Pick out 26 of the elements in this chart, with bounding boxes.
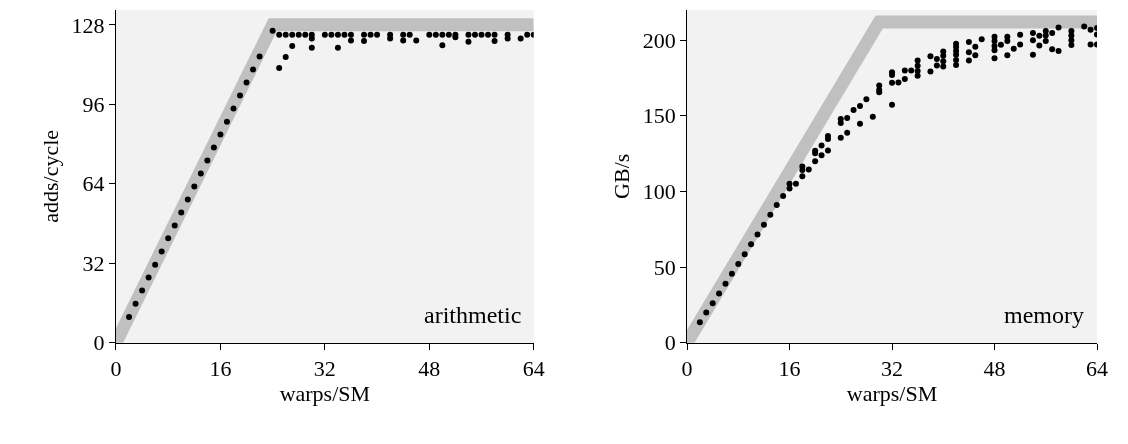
x-tick-label: 16 [209,356,232,382]
x-tick-label: 32 [313,356,336,382]
x-tick-label: 64 [522,356,545,382]
x-tick-label: 0 [110,356,122,382]
y-tick-label: 64 [82,171,105,197]
x-tick-label: 0 [681,356,693,382]
annotation: memory [1004,302,1084,328]
y-tick-label: 50 [653,254,676,280]
x-tick-label: 32 [881,356,904,382]
x-tick-label: 64 [1086,356,1108,382]
y-tick-label: 150 [642,103,676,129]
y-tick-label: 100 [642,179,676,205]
x-axis-title: warps/SM [279,381,371,407]
y-axis-title: GB/s [609,153,635,199]
x-tick-label: 48 [983,356,1006,382]
y-tick-label: 0 [664,330,676,356]
x-axis-title: warps/SM [846,381,938,407]
y-tick-label: 200 [642,27,676,53]
x-tick-label: 48 [418,356,441,382]
y-axis-title: adds/cycle [38,129,64,223]
x-tick-label: 16 [778,356,801,382]
annotation: arithmetic [424,302,522,328]
y-tick-label: 32 [82,250,105,276]
y-tick-label: 0 [93,330,105,356]
y-tick-label: 96 [82,91,105,117]
y-tick-label: 128 [71,12,105,38]
